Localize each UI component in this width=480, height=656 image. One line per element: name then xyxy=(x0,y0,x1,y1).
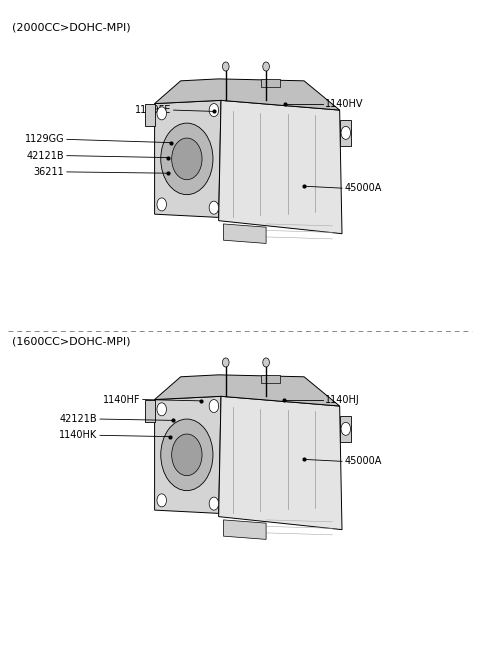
Text: (2000CC>DOHC-MPI): (2000CC>DOHC-MPI) xyxy=(12,22,131,32)
Polygon shape xyxy=(223,520,266,539)
Text: 1140HV: 1140HV xyxy=(325,98,364,109)
Circle shape xyxy=(209,497,219,510)
Circle shape xyxy=(222,358,229,367)
Text: 1140HJ: 1140HJ xyxy=(325,394,360,405)
Text: 1140HK: 1140HK xyxy=(60,430,97,440)
Polygon shape xyxy=(155,79,340,110)
Circle shape xyxy=(209,201,219,214)
Circle shape xyxy=(209,104,219,117)
Text: 42121B: 42121B xyxy=(27,151,64,161)
Circle shape xyxy=(157,198,167,211)
Circle shape xyxy=(161,123,213,195)
Polygon shape xyxy=(155,396,221,514)
Text: 45000A: 45000A xyxy=(344,183,382,193)
Text: 42121B: 42121B xyxy=(60,414,97,424)
Circle shape xyxy=(222,62,229,71)
Circle shape xyxy=(157,494,167,507)
Polygon shape xyxy=(223,224,266,243)
Polygon shape xyxy=(145,104,155,127)
Text: 45000A: 45000A xyxy=(344,457,382,466)
Circle shape xyxy=(341,127,350,139)
Circle shape xyxy=(157,403,167,416)
Circle shape xyxy=(172,138,202,180)
Circle shape xyxy=(209,400,219,413)
Circle shape xyxy=(263,62,269,71)
Text: 1129GG: 1129GG xyxy=(25,134,64,144)
Circle shape xyxy=(161,419,213,491)
Polygon shape xyxy=(155,100,221,217)
Circle shape xyxy=(157,107,167,120)
Text: 1129FE: 1129FE xyxy=(135,105,171,115)
Circle shape xyxy=(341,422,350,436)
Circle shape xyxy=(263,358,269,367)
Circle shape xyxy=(172,434,202,476)
Text: (1600CC>DOHC-MPI): (1600CC>DOHC-MPI) xyxy=(12,337,131,346)
Polygon shape xyxy=(219,396,342,529)
Text: 1140HF: 1140HF xyxy=(103,394,140,405)
Polygon shape xyxy=(261,79,280,87)
Polygon shape xyxy=(219,100,342,234)
Text: 36211: 36211 xyxy=(34,167,64,177)
Polygon shape xyxy=(145,400,155,422)
Polygon shape xyxy=(340,120,351,146)
Polygon shape xyxy=(340,416,351,442)
Polygon shape xyxy=(155,375,340,406)
Polygon shape xyxy=(261,375,280,383)
